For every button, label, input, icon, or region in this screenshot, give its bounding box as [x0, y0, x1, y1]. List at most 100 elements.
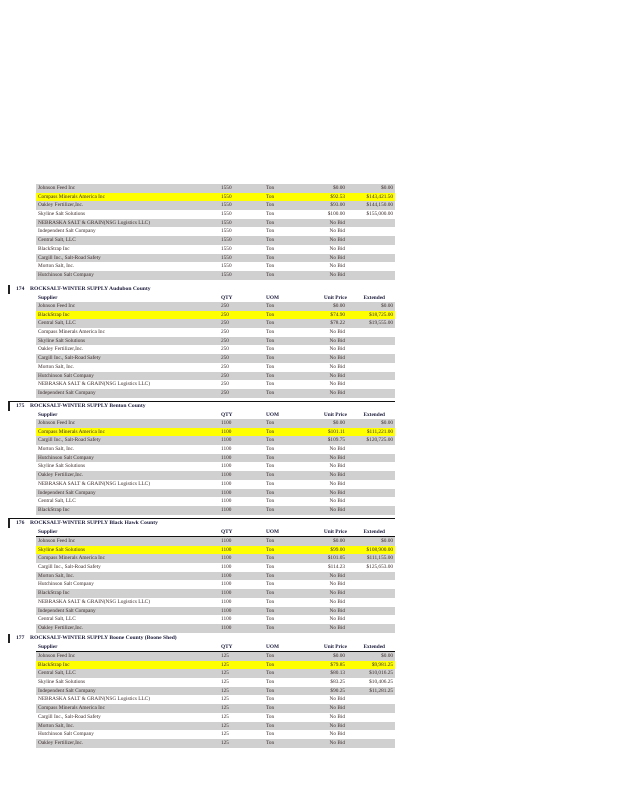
cell-uom: Ton	[266, 263, 275, 270]
cell-unit_price: No Bid	[329, 489, 345, 496]
cell-uom: Ton	[266, 311, 275, 318]
table-row: Oakley Fertilizer,Inc. 1100 Ton No Bid	[36, 623, 395, 633]
cell-supplier: BlackStrap Inc	[38, 245, 70, 252]
cell-unit_price: No Bid	[329, 245, 345, 252]
cell-unit_price: $78.22	[330, 320, 345, 327]
cell-uom: Ton	[266, 546, 275, 553]
cell-qty: 1100	[221, 572, 232, 579]
table-row: Skyline Salt Solutions 125 Ton $83.25 $10,40…	[36, 678, 395, 687]
cell-extended: $10,016.25	[369, 670, 393, 677]
cell-uom: Ton	[266, 564, 275, 571]
table-row: Independent Salt Company 1100 Ton No Bid	[36, 488, 395, 498]
cell-uom: Ton	[266, 437, 275, 444]
table-row: Cargill Inc., Salt-Road Safety 1100 Ton $11…	[36, 563, 395, 572]
cell-extended: $0.00	[381, 185, 393, 191]
table-row: Oakley Fertilizer,Inc. 1550 Ton $93.00 $144,…	[36, 201, 395, 211]
cell-qty: 1550	[221, 193, 232, 200]
item-number: 176	[16, 520, 25, 526]
column-headers: Supplier QTY UOM Unit Price Extended	[36, 294, 395, 302]
bid-section: 174 ROCKSALT-WINTER SUPPLY Audubon County…	[8, 285, 395, 398]
table-row: Central Salt, LLC 1550 Ton No Bid	[36, 236, 395, 245]
cell-supplier: Johnson Feed Inc	[38, 538, 76, 544]
cell-extended: $0.00	[381, 653, 393, 659]
cell-uom: Ton	[266, 446, 275, 453]
cell-unit_price: $100.00	[327, 211, 345, 218]
cell-supplier: Cargill Inc., Salt-Road Safety	[38, 254, 101, 261]
cell-qty: 250	[221, 389, 229, 396]
table-row: Morton Salt, Inc. 125 Ton No Bid	[36, 721, 395, 731]
cell-uom: Ton	[266, 679, 275, 686]
cell-qty: 1100	[221, 489, 232, 496]
item-number: 177	[16, 635, 25, 641]
cell-uom: Ton	[266, 687, 275, 694]
column-headers: Supplier QTY UOM Unit Price Extended	[36, 528, 395, 537]
cell-extended: $108,900.00	[366, 546, 393, 553]
table-row: Hutchinson Salt Company 1550 Ton No Bid	[36, 270, 395, 280]
item-number: 175	[16, 403, 25, 409]
table-row: Compass Minerals America Inc 1100 Ton $101.…	[36, 554, 395, 564]
cell-qty: 125	[221, 687, 229, 694]
cell-uom: Ton	[266, 661, 275, 668]
column-header-qty: QTY	[221, 412, 233, 418]
cell-extended: $155,000.00	[366, 211, 393, 218]
cell-qty: 1100	[221, 446, 232, 453]
table-row: Hutchinson Salt Company 125 Ton No Bid	[36, 730, 395, 739]
cell-uom: Ton	[266, 271, 275, 278]
cell-supplier: Morton Salt, Inc.	[38, 446, 75, 453]
cell-uom: Ton	[266, 713, 275, 720]
table-row: Hutchinson Salt Company 1100 Ton No Bid	[36, 580, 395, 589]
cell-supplier: Compass Minerals America Inc	[38, 428, 105, 435]
cell-qty: 125	[221, 670, 229, 677]
cell-qty: 250	[221, 311, 229, 318]
cell-uom: Ton	[266, 670, 275, 677]
cell-uom: Ton	[266, 590, 275, 597]
cell-supplier: Skyline Salt Solutions	[38, 211, 86, 218]
table-row: Johnson Feed Inc 1100 Ton $0.00 $0.00	[36, 419, 395, 428]
cell-supplier: Morton Salt, Inc.	[38, 263, 75, 270]
table-row: BlackStrap Inc 1100 Ton No Bid	[36, 505, 395, 515]
cell-unit_price: $0.00	[333, 303, 345, 309]
table-row: Cargill Inc., Salt-Road Safety 125 Ton No B…	[36, 713, 395, 722]
cell-supplier: Morton Salt, Inc.	[38, 722, 75, 729]
cell-qty: 250	[221, 363, 229, 370]
cell-qty: 1550	[221, 237, 232, 244]
cell-extended: $144,150.00	[366, 202, 393, 209]
cell-qty: 1550	[221, 245, 232, 252]
item-title: ROCKSALT-WINTER SUPPLY Boone County (Boo…	[30, 635, 177, 641]
table-row: Johnson Feed Inc 1100 Ton $0.00 $0.00	[36, 537, 395, 546]
cell-supplier: Johnson Feed Inc	[38, 303, 76, 309]
cell-extended: $143,421.50	[366, 193, 393, 200]
cell-unit_price: $0.00	[333, 653, 345, 659]
cell-supplier: Central Salt, LLC	[38, 670, 76, 677]
cell-supplier: Skyline Salt Solutions	[38, 679, 86, 686]
cell-qty: 1100	[221, 463, 232, 470]
cell-supplier: NEBRASKA SALT & GRAIN(NSG Logistics LLC)	[38, 696, 150, 703]
cell-supplier: Central Salt, LLC	[38, 616, 76, 623]
cell-supplier: Hutchinson Salt Company	[38, 731, 94, 738]
cell-unit_price: No Bid	[329, 616, 345, 623]
cell-unit_price: No Bid	[329, 329, 345, 336]
cell-qty: 1100	[221, 546, 232, 553]
cell-unit_price: No Bid	[329, 219, 345, 226]
cell-unit_price: $101.11	[327, 428, 345, 435]
column-header-supplier: Supplier	[38, 412, 58, 418]
cell-extended: $125,653.00	[366, 564, 393, 571]
item-title: ROCKSALT-WINTER SUPPLY Audubon County	[30, 286, 151, 292]
cell-supplier: NEBRASKA SALT & GRAIN(NSG Logistics LLC)	[38, 598, 150, 605]
winning-bid-row: Skyline Salt Solutions 1100 Ton $99.00 $108,…	[36, 545, 395, 555]
table-row: Central Salt, LLC 1100 Ton No Bid	[36, 497, 395, 506]
cell-uom: Ton	[266, 420, 275, 426]
table-row: Cargill Inc., Salt-Road Safety 1550 Ton No …	[36, 253, 395, 263]
column-header-uom: UOM	[266, 644, 279, 650]
cell-unit_price: No Bid	[329, 590, 345, 597]
cell-extended: $0.00	[381, 303, 393, 309]
cell-uom: Ton	[266, 363, 275, 370]
cell-qty: 1550	[221, 202, 232, 209]
cell-qty: 1100	[221, 564, 232, 571]
cell-supplier: Compass Minerals America Inc	[38, 329, 105, 336]
cell-unit_price: No Bid	[329, 598, 345, 605]
cell-extended: $10,406.25	[369, 679, 393, 686]
cell-uom: Ton	[266, 624, 275, 631]
cell-unit_price: No Bid	[329, 624, 345, 631]
